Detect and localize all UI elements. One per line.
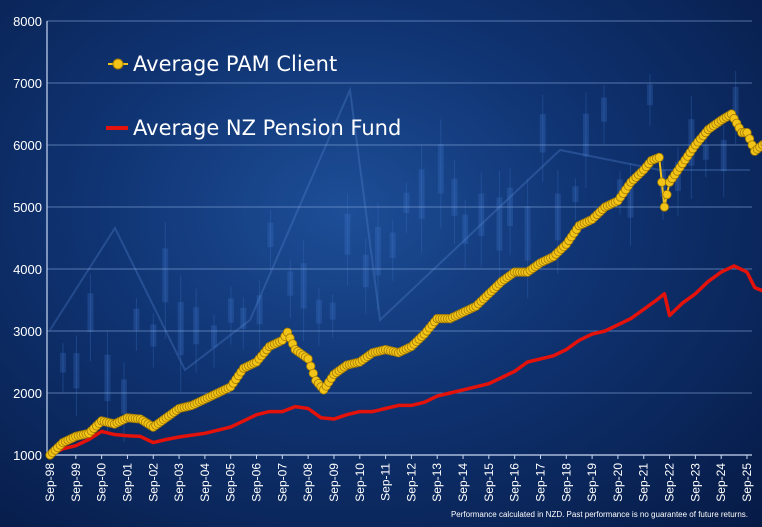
bg-candle-body	[59, 352, 66, 373]
legend-label-nz-pension: Average NZ Pension Fund	[133, 116, 401, 140]
bg-candle-body	[616, 179, 623, 197]
bg-candle-body	[478, 193, 485, 236]
bg-candle-body	[150, 324, 157, 347]
bg-candle-body	[227, 298, 234, 323]
x-tick-label: Sep-22	[663, 463, 677, 502]
y-tick-label: 6000	[13, 138, 42, 153]
bg-candle-body	[287, 271, 294, 296]
bg-candle-body	[600, 97, 607, 122]
bg-candle-body	[73, 353, 80, 389]
x-tick-label: Sep-25	[740, 463, 754, 502]
bg-candle-body	[300, 263, 307, 309]
x-tick-label: Sep-02	[146, 463, 160, 502]
bg-candle-body	[403, 192, 410, 213]
x-tick-label: Sep-20	[611, 463, 625, 502]
bg-candle-body	[362, 254, 369, 288]
data-point-pam	[662, 190, 672, 200]
x-tick-label: Sep-05	[224, 463, 238, 502]
bg-candle-body	[177, 302, 184, 356]
bg-candle-body	[418, 169, 425, 219]
legend-marker-pam	[112, 58, 124, 70]
x-tick-label: Sep-13	[430, 463, 444, 502]
legend-item-pam: Average PAM Client	[108, 52, 337, 76]
bg-candle-body	[162, 248, 169, 303]
bg-candle-body	[572, 186, 579, 203]
bg-candle-body	[627, 181, 634, 218]
y-tick-label: 1000	[13, 448, 42, 463]
x-tick-label: Sep-16	[508, 463, 522, 502]
bg-candle-body	[688, 119, 695, 166]
data-point-pam	[657, 177, 667, 187]
bg-candle-body	[524, 205, 531, 261]
x-tick-label: Sep-00	[95, 463, 109, 502]
bg-candle-body	[554, 193, 561, 241]
y-tick-label: 3000	[13, 324, 42, 339]
grid-lines	[46, 20, 752, 456]
bg-candle-body	[389, 232, 396, 259]
x-tick-label: Sep-12	[404, 463, 418, 502]
x-tick-label: Sep-14	[456, 463, 470, 502]
y-tick-label: 5000	[13, 200, 42, 215]
legend-item-nz-pension: Average NZ Pension Fund	[106, 116, 401, 140]
x-tick-label: Sep-19	[585, 463, 599, 502]
x-tick-label: Sep-99	[69, 463, 83, 502]
bg-candle-body	[87, 293, 94, 332]
x-tick-label: Sep-09	[327, 463, 341, 502]
data-point-pam	[654, 152, 664, 162]
data-point-pam	[659, 202, 669, 212]
bg-candle-body	[211, 325, 218, 348]
bg-candle-body	[702, 144, 709, 160]
bg-candle-body	[374, 227, 381, 276]
bg-candle-body	[193, 307, 200, 345]
x-tick-label: Sep-18	[559, 463, 573, 502]
bg-candle-body	[267, 222, 274, 248]
x-tick-label: Sep-23	[688, 463, 702, 502]
bg-candle-body	[539, 114, 546, 153]
bg-candle-body	[720, 140, 727, 172]
series-layer	[45, 109, 762, 460]
bg-candle-body	[133, 308, 140, 331]
legend-label-pam: Average PAM Client	[133, 52, 337, 76]
bg-candle-body	[582, 113, 589, 157]
x-tick-label: Sep-03	[172, 463, 186, 502]
legend: Average PAM Client Average NZ Pension Fu…	[106, 52, 401, 140]
x-tick-label: Sep-07	[275, 463, 289, 502]
y-tick-label: 4000	[13, 262, 42, 277]
x-tick-label: Sep-11	[379, 463, 393, 501]
x-tick-label: Sep-24	[714, 463, 728, 502]
x-tick-label: Sep-08	[301, 463, 315, 502]
bg-candle-body	[120, 379, 127, 415]
footnote: Performance calculated in NZD. Past perf…	[451, 510, 748, 519]
bg-candle-body	[462, 214, 469, 244]
x-tick-label: Sep-01	[120, 463, 134, 502]
x-axis: Sep-98 Sep-99 Sep-00 Sep-01 Sep-02 Sep-03 Sep-…	[43, 455, 754, 502]
bg-candle-body	[451, 178, 458, 216]
bg-candle-body	[437, 144, 444, 194]
bg-trend-line	[49, 86, 750, 372]
series-line-pam	[49, 113, 762, 456]
bg-candle-body	[315, 299, 322, 324]
bg-candle-body	[256, 295, 263, 325]
bg-candle-body	[732, 86, 739, 119]
bg-candle-body	[240, 307, 247, 329]
x-tick-label: Sep-04	[198, 463, 212, 502]
y-tick-label: 2000	[13, 386, 42, 401]
x-tick-label: Sep-15	[482, 463, 496, 502]
bg-candle-body	[104, 354, 111, 401]
x-tick-label: Sep-10	[353, 463, 367, 502]
y-tick-label: 8000	[13, 14, 42, 29]
y-tick-label: 7000	[13, 76, 42, 91]
x-tick-label: Sep-17	[533, 463, 547, 502]
x-tick-label: Sep-21	[637, 463, 651, 502]
bg-candle-body	[344, 213, 351, 255]
y-axis: 1000 2000 3000 4000 5000 6000 7000 8000	[13, 14, 42, 463]
series-line-nz-pension	[48, 264, 762, 457]
x-tick-label: Sep-06	[250, 463, 264, 502]
bg-candle-body	[329, 302, 336, 320]
bg-candle-body	[496, 197, 503, 251]
bg-candle-body	[646, 84, 653, 106]
x-tick-label: Sep-98	[43, 463, 57, 502]
